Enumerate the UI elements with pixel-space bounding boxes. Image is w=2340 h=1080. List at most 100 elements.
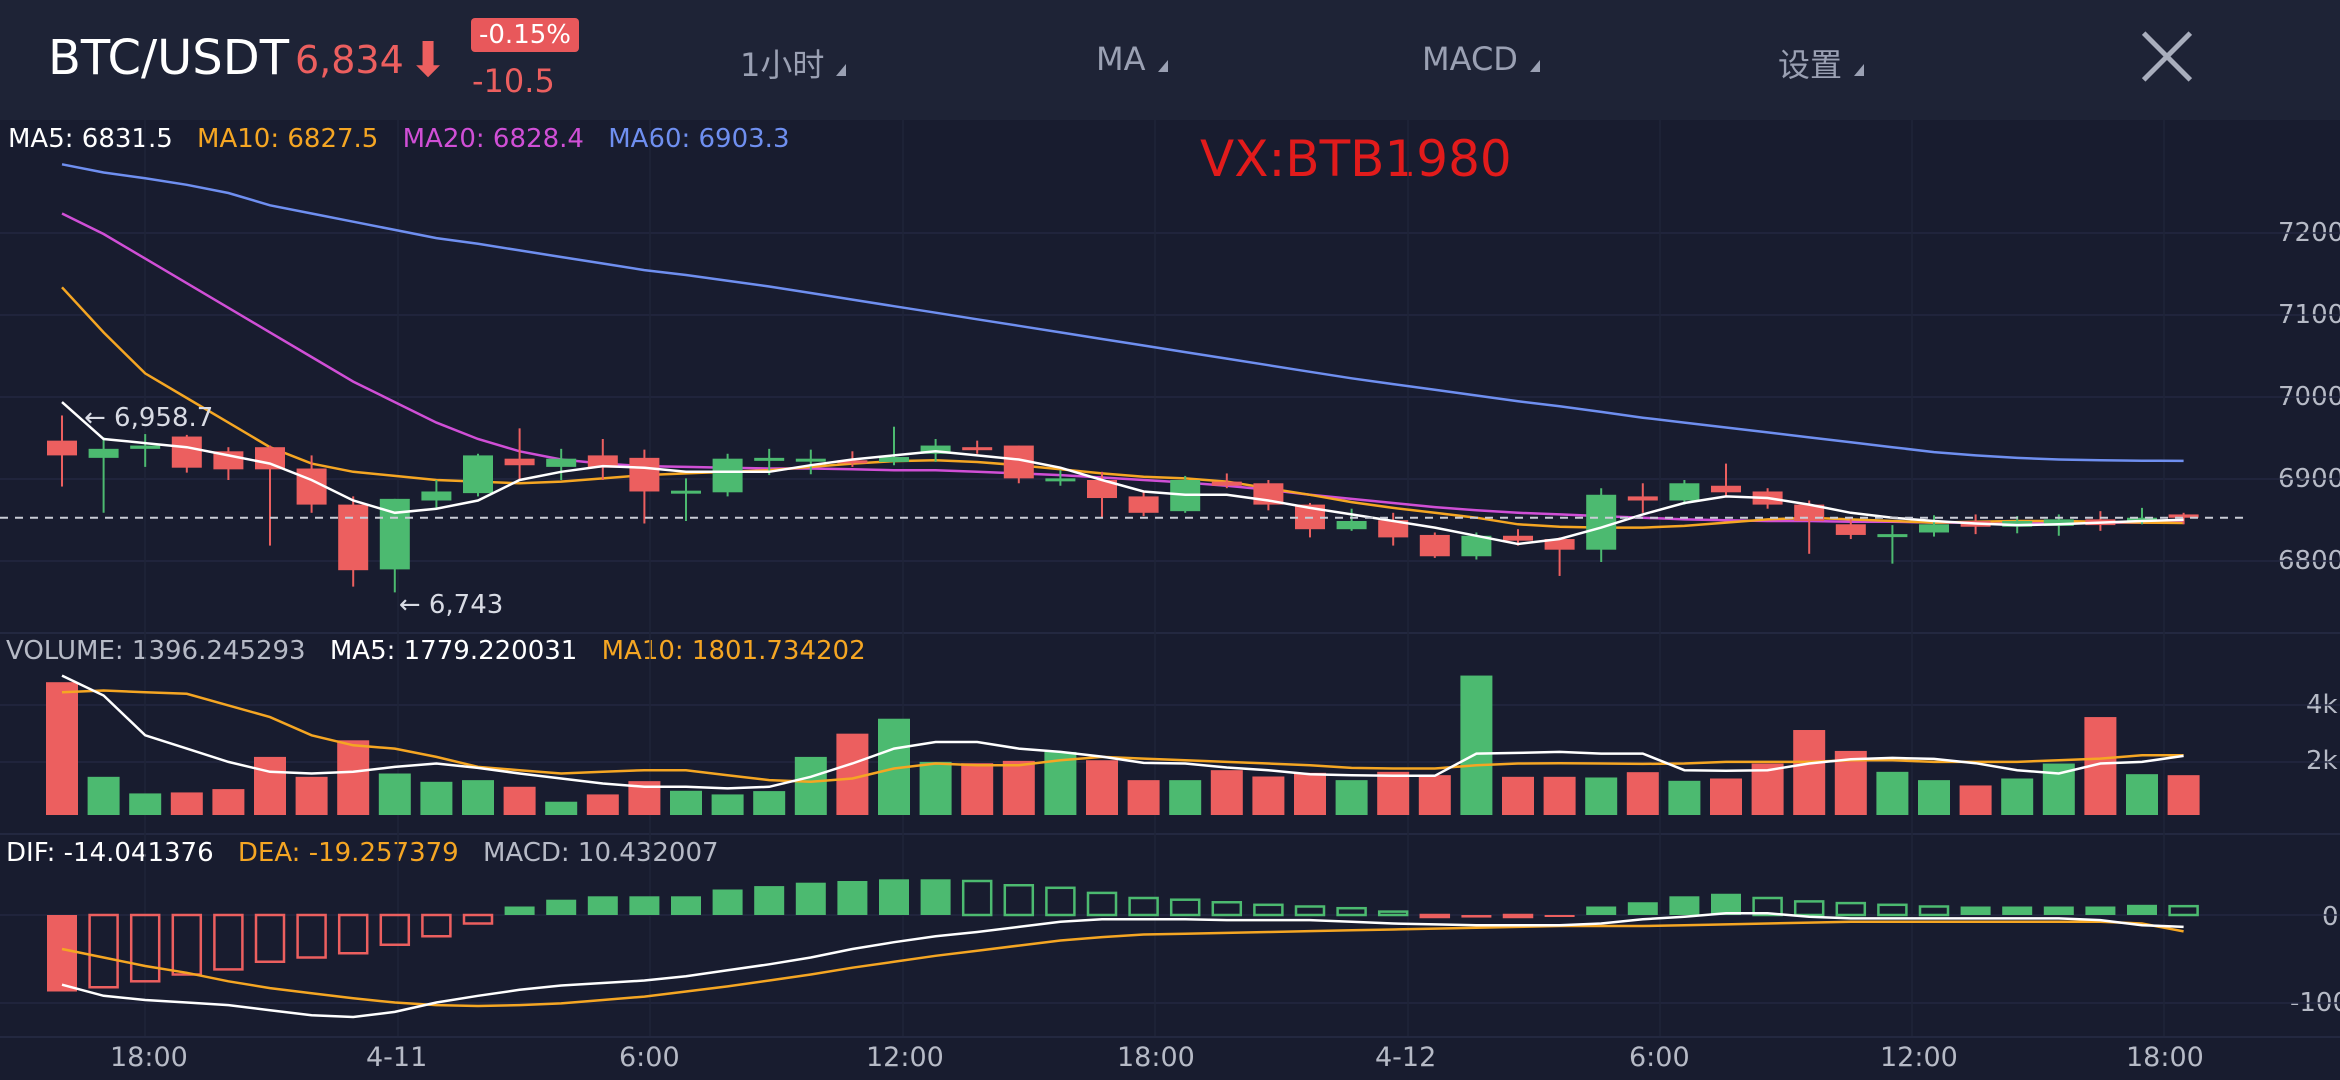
candle-body — [255, 447, 285, 470]
macd-bar — [920, 879, 951, 915]
candle-body — [754, 457, 785, 461]
candle-body — [2043, 519, 2074, 526]
macd-bar — [879, 879, 909, 915]
macd-bar — [421, 913, 452, 938]
candle-body — [587, 455, 618, 468]
volume-bar — [1751, 763, 1784, 815]
macd-bar — [1586, 906, 1617, 915]
ma10-line — [61, 286, 2184, 529]
dropdown-triangle-icon — [836, 64, 847, 76]
candle-body — [1503, 535, 1533, 541]
time-axis-label: 4-12 — [1375, 1042, 1437, 1073]
volume-bar — [1252, 776, 1285, 815]
time-axis-label: 18:00 — [1117, 1042, 1195, 1073]
volume-bar — [836, 733, 869, 815]
interval-dropdown[interactable]: 1小时 — [740, 40, 847, 86]
volume-bar — [378, 773, 411, 815]
macd-bar — [961, 879, 993, 917]
pane-divider — [0, 833, 2340, 835]
candle-body — [1544, 539, 1575, 550]
dropdown-triangle-icon — [1854, 64, 1865, 76]
volume-legend: VOLUME: 1396.245293 MA5: 1779.220031 MA1… — [6, 636, 882, 666]
ma-dropdown[interactable]: MA — [1096, 40, 1168, 78]
macd-bar — [213, 913, 244, 971]
volume-bar — [670, 790, 702, 815]
candle-body — [463, 455, 493, 494]
macd-bar — [379, 913, 411, 946]
macd-bar — [2002, 906, 2033, 915]
macd-bar — [1960, 906, 1991, 915]
volume-bar — [1918, 780, 1950, 815]
legend-ma60: MA60: 6903.3 — [608, 124, 790, 154]
settings-dropdown[interactable]: 设置 — [1778, 40, 1865, 86]
candle-body — [795, 458, 826, 462]
time-axis-label: 4-11 — [366, 1042, 428, 1073]
candle-body — [1461, 535, 1492, 557]
legend-volume-ma10: MA10: 1801.734202 — [601, 636, 866, 666]
macd-bar — [795, 882, 826, 915]
volume-bar — [794, 756, 827, 815]
volume-bar — [1585, 777, 1618, 815]
macd-bar — [587, 896, 618, 915]
time-axis-label: 6:00 — [1629, 1042, 1690, 1073]
ma60-line — [61, 163, 2184, 463]
top-bar: BTC/USDT 6,834 ⬇ -0.15% -10.5 1小时 MA MAC… — [0, 0, 2340, 120]
macd-bar — [754, 886, 785, 915]
volume-bar — [1626, 772, 1659, 815]
macd-dropdown[interactable]: MACD — [1422, 40, 1540, 78]
time-axis-label: 6:00 — [619, 1042, 680, 1073]
time-axis-label: 12:00 — [866, 1042, 944, 1073]
volume-bar — [586, 794, 619, 815]
watermark-text: VX:BTB1980 — [1200, 130, 1512, 188]
candle-body — [2168, 514, 2199, 518]
macd-axis-label: 0 — [2322, 902, 2339, 932]
macd-bar — [1461, 915, 1492, 918]
macd-bar — [1669, 896, 1700, 915]
macd-bar — [1294, 905, 1326, 917]
volume-bar — [462, 780, 494, 815]
macd-bar — [1918, 905, 1950, 917]
volume-bar — [1793, 730, 1826, 815]
macd-bar — [1544, 915, 1575, 917]
volume-bar — [46, 682, 78, 815]
candle-body — [338, 504, 369, 571]
trading-pair[interactable]: BTC/USDT — [48, 30, 290, 86]
legend-volume: VOLUME: 1396.245293 — [6, 636, 306, 666]
candle-body — [1336, 521, 1367, 530]
volume-bar — [87, 776, 120, 815]
settings-label: 设置 — [1778, 46, 1843, 84]
candle-body — [1877, 534, 1908, 538]
legend-dif: DIF: -14.041376 — [6, 838, 214, 868]
candle-body — [88, 448, 119, 458]
macd-bar — [1336, 906, 1367, 917]
high-price-annotation: ← 6,958.7 — [84, 403, 214, 434]
change-percent-badge: -0.15% — [471, 18, 579, 52]
volume-bar — [1002, 760, 1035, 815]
volume-bar — [2126, 774, 2158, 815]
macd-bar — [1211, 901, 1243, 917]
volume-bar — [1086, 760, 1118, 815]
volume-bar — [1335, 780, 1368, 815]
candle-body — [1627, 496, 1658, 501]
macd-bar — [1711, 893, 1741, 915]
candle-body — [962, 447, 993, 451]
candle-body — [712, 458, 743, 493]
macd-label: MACD — [1422, 40, 1518, 78]
volume-bar — [2167, 775, 2200, 815]
volume-bar — [170, 792, 203, 815]
macd-bar — [671, 896, 701, 915]
macd-bar — [2127, 904, 2157, 915]
macd-bar — [1003, 884, 1035, 917]
macd-bar — [1835, 901, 1867, 917]
volume-bar — [1377, 771, 1410, 815]
volume-bar — [1876, 771, 1909, 815]
candle-body — [1669, 483, 1700, 501]
candle-body — [1711, 485, 1741, 493]
macd-bar — [837, 881, 868, 915]
volume-bar — [1710, 778, 1742, 815]
volume-bar — [1502, 776, 1534, 815]
candle-body — [421, 491, 452, 501]
volume-bar — [1127, 780, 1160, 815]
macd-bar — [1627, 902, 1658, 915]
